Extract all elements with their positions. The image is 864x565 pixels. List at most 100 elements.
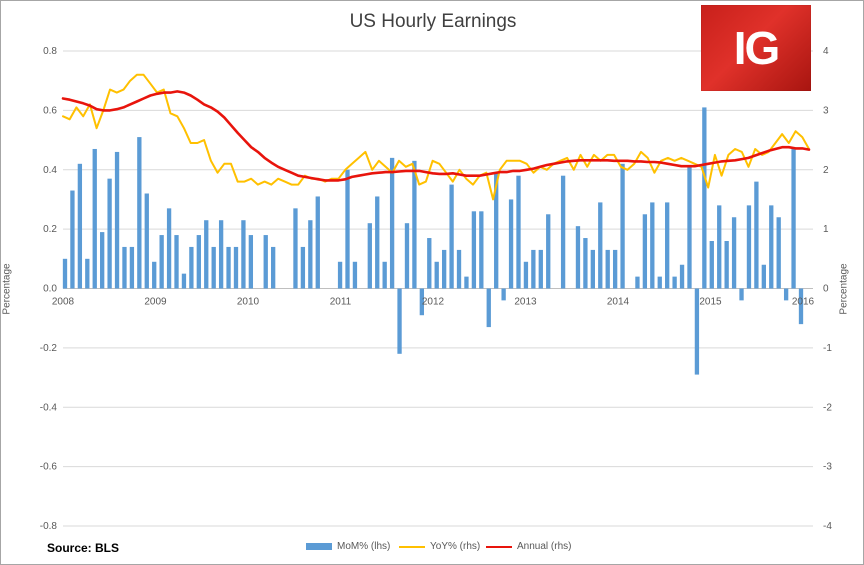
- x-tick-label: 2008: [52, 297, 75, 308]
- bar-mom: [560, 175, 566, 289]
- bar-mom: [471, 211, 477, 289]
- x-tick-label: 2011: [330, 297, 352, 308]
- bar-mom: [263, 235, 268, 289]
- bar-mom: [174, 235, 179, 289]
- bar-mom: [70, 190, 75, 289]
- y-tick-left: 0.8: [43, 46, 57, 57]
- bar-mom: [397, 288, 402, 354]
- bar-mom: [375, 196, 380, 289]
- bar-mom: [412, 160, 417, 289]
- bar-mom: [486, 288, 491, 328]
- bar-mom: [293, 208, 298, 289]
- bar-mom: [724, 241, 729, 289]
- x-tick-label: 2012: [422, 297, 445, 308]
- y-tick-right: 4: [823, 46, 829, 57]
- bar-mom: [798, 288, 804, 325]
- bar-mom: [501, 288, 506, 301]
- bar-mom: [114, 151, 120, 289]
- bar-mom: [694, 288, 700, 375]
- bar-mom: [590, 249, 595, 289]
- bar-mom: [233, 246, 239, 289]
- bar-mom: [657, 276, 662, 289]
- source-note: Source: BLS: [47, 541, 120, 555]
- line-yoy: [62, 73, 810, 201]
- bar-mom: [783, 288, 789, 301]
- bar-mom: [717, 205, 722, 289]
- legend-swatch-yoy: [399, 545, 425, 548]
- bar-mom: [92, 148, 97, 289]
- bar-mom: [226, 246, 231, 289]
- bar-mom: [575, 226, 581, 289]
- bar-mom: [404, 223, 410, 289]
- y-tick-left: 0.0: [43, 284, 57, 295]
- bar-mom: [389, 157, 395, 289]
- bar-mom: [456, 249, 462, 289]
- bar-mom: [761, 264, 766, 289]
- bar-mom: [687, 166, 692, 289]
- bar-mom: [731, 217, 737, 289]
- bar-mom: [679, 264, 685, 289]
- y-tick-right: 2: [823, 165, 829, 176]
- bar-mom: [189, 246, 194, 289]
- bar-mom: [776, 217, 781, 289]
- bar-mom: [100, 232, 105, 289]
- bar-mom: [337, 261, 343, 289]
- bar-mom: [300, 246, 306, 289]
- bar-mom: [583, 238, 588, 289]
- bar-mom: [709, 241, 714, 289]
- bar-mom: [650, 202, 655, 289]
- bar-mom: [635, 276, 640, 289]
- bar-mom: [427, 238, 432, 289]
- bar-mom: [702, 107, 707, 289]
- bar-mom: [77, 163, 83, 289]
- bar-mom: [211, 246, 216, 289]
- bar-mom: [531, 249, 536, 289]
- legend-item-annual: Annual (rhs): [486, 541, 571, 552]
- bar-mom: [62, 258, 68, 289]
- x-tick-label: 2010: [237, 297, 260, 308]
- bar-mom: [196, 235, 201, 289]
- bar-mom: [769, 205, 774, 289]
- bar-mom: [464, 276, 469, 289]
- bar-mom: [642, 214, 648, 289]
- bar-mom: [598, 202, 603, 289]
- bar-mom: [204, 220, 209, 289]
- x-tick-label: 2016: [792, 297, 815, 308]
- y-tick-left: -0.8: [40, 521, 58, 532]
- bar-mom: [746, 205, 752, 289]
- bar-mom: [241, 220, 246, 289]
- bar-mom: [271, 246, 276, 289]
- bar-mom: [605, 249, 610, 289]
- bar-mom: [538, 249, 543, 289]
- legend-label-mom: MoM% (lhs): [337, 541, 391, 552]
- bar-mom: [419, 288, 425, 316]
- y-tick-right: 1: [823, 224, 829, 235]
- bar-mom: [315, 196, 320, 289]
- y-tick-right: -2: [823, 402, 832, 413]
- chart-title: US Hourly Earnings: [349, 11, 517, 32]
- y-tick-right: -3: [823, 462, 832, 473]
- logo-text: IG: [733, 22, 781, 74]
- y-tick-left: -0.6: [40, 462, 58, 473]
- bar-mom: [137, 137, 142, 289]
- x-tick-label: 2013: [514, 297, 537, 308]
- bar-mom: [144, 193, 149, 289]
- x-tick-label: 2009: [144, 297, 167, 308]
- bar-mom: [152, 261, 157, 289]
- y-tick-right: 3: [823, 105, 829, 116]
- bar-mom: [791, 148, 796, 289]
- bar-mom: [494, 172, 499, 289]
- bar-mom: [122, 246, 127, 289]
- legend-item-mom: MoM% (lhs): [306, 541, 390, 552]
- bar-mom: [107, 178, 112, 289]
- legend-swatch-mom: [306, 543, 332, 550]
- bar-mom: [620, 163, 625, 289]
- legend-swatch-annual: [486, 545, 512, 548]
- bar-mom: [367, 223, 372, 289]
- bar-mom: [672, 276, 677, 289]
- bar-mom: [739, 288, 744, 301]
- bar-mom: [308, 220, 313, 289]
- bar-mom: [248, 235, 254, 289]
- y-tick-right: -1: [823, 343, 832, 354]
